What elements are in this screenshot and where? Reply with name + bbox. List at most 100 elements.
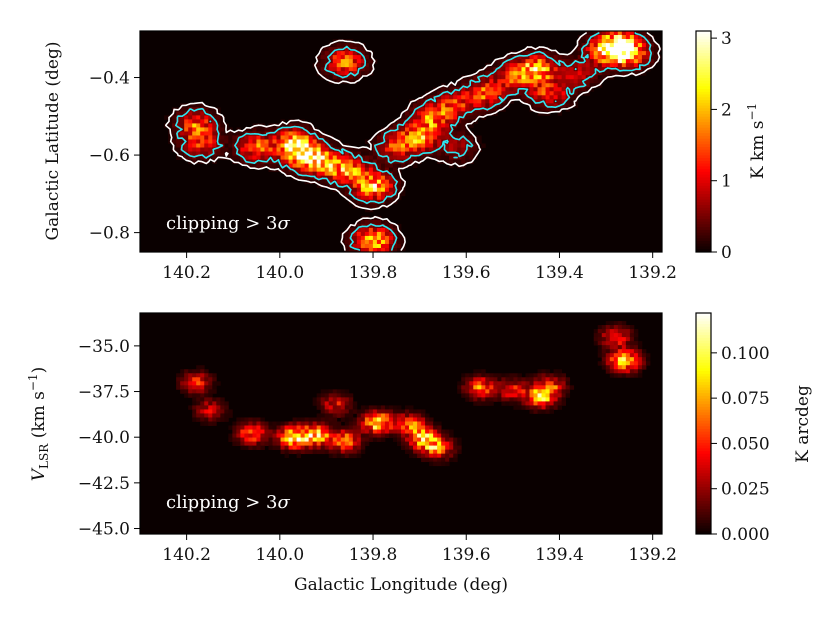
heatmap-pixel: [196, 377, 201, 382]
colorbar-step: [696, 332, 711, 336]
heatmap-pixel: [413, 123, 418, 128]
heatmap-pixel: [256, 139, 261, 144]
heatmap-pixel: [537, 401, 542, 406]
heatmap-pixel: [328, 183, 334, 189]
heatmap-pixel: [433, 437, 438, 442]
heatmap-pixel: [541, 59, 546, 64]
heatmap-pixel: [208, 373, 213, 378]
heatmap-pixel: [280, 159, 285, 164]
heatmap-pixel: [268, 433, 273, 438]
heatmap-pixel: [497, 63, 502, 68]
heatmap-pixel: [545, 409, 550, 414]
heatmap-pixel: [316, 397, 322, 402]
heatmap-pixel: [300, 143, 306, 148]
heatmap-pixel: [388, 425, 394, 430]
heatmap-pixel: [449, 127, 454, 132]
heatmap-pixel: [392, 171, 398, 177]
heatmap-pixel: [601, 71, 607, 76]
heatmap-pixel: [609, 337, 615, 342]
heatmap-pixel: [425, 107, 430, 112]
heatmap-pixel: [376, 199, 382, 205]
x-tick-label: 139.2: [628, 263, 677, 283]
heatmap-pixel: [240, 429, 245, 434]
x-tick-label: 139.8: [349, 263, 398, 283]
heatmap-pixel: [172, 139, 177, 144]
heatmap-pixel: [308, 127, 314, 132]
heatmap-pixel: [388, 175, 394, 181]
heatmap-pixel: [368, 409, 374, 414]
heatmap-pixel: [613, 39, 619, 44]
colorbar-step: [696, 467, 711, 471]
colorbar-step: [696, 509, 711, 513]
colorbar-step: [696, 155, 711, 159]
heatmap-pixel: [477, 393, 482, 398]
heatmap-pixel: [509, 393, 514, 398]
heatmap-pixel: [344, 147, 350, 152]
heatmap-pixel: [380, 179, 386, 185]
heatmap-pixel: [509, 83, 514, 88]
heatmap-pixel: [557, 91, 563, 96]
heatmap-pixel: [376, 405, 382, 410]
heatmap-pixel: [204, 381, 209, 386]
colorbar-step: [696, 147, 711, 151]
heatmap-pixel: [232, 151, 237, 156]
heatmap-pixel: [296, 131, 302, 136]
heatmap-pixel: [312, 139, 318, 144]
heatmap-pixel: [260, 429, 265, 434]
heatmap-pixel: [348, 417, 354, 422]
heatmap-pixel: [625, 349, 631, 354]
heatmap-pixel: [581, 63, 587, 68]
heatmap-pixel: [405, 433, 410, 438]
heatmap-pixel: [308, 151, 314, 156]
heatmap-pixel: [388, 433, 394, 438]
heatmap-pixel: [521, 397, 526, 402]
heatmap-pixel: [633, 71, 639, 76]
colorbar-step: [696, 459, 711, 463]
heatmap-pixel: [304, 139, 310, 144]
colorbar-step: [696, 102, 711, 107]
heatmap-pixel: [477, 135, 482, 140]
heatmap-pixel: [545, 103, 550, 108]
heatmap-pixel: [348, 441, 354, 446]
heatmap-pixel: [320, 67, 326, 72]
heatmap-pixel: [212, 385, 217, 390]
heatmap-pixel: [533, 59, 538, 64]
heatmap-pixel: [593, 79, 599, 84]
colorbar-step: [696, 196, 711, 201]
heatmap-pixel: [292, 429, 297, 434]
heatmap-pixel: [200, 397, 205, 402]
heatmap-pixel: [485, 377, 490, 382]
heatmap-pixel: [284, 445, 289, 451]
heatmap-pixel: [328, 43, 334, 48]
heatmap-pixel: [284, 453, 289, 459]
heatmap-pixel: [252, 429, 257, 434]
heatmap-pixel: [453, 453, 458, 459]
heatmap-pixel: [364, 155, 370, 160]
heatmap-pixel: [320, 143, 326, 148]
heatmap-pixel: [401, 441, 406, 446]
heatmap-pixel: [208, 385, 213, 390]
heatmap-pixel: [384, 223, 390, 229]
heatmap-pixel: [368, 405, 374, 410]
heatmap-pixel: [332, 401, 338, 406]
heatmap-pixel: [308, 425, 314, 430]
heatmap-pixel: [613, 329, 619, 334]
heatmap-pixel: [228, 413, 233, 418]
heatmap-pixel: [372, 227, 378, 233]
heatmap-pixel: [493, 75, 498, 80]
heatmap-pixel: [344, 151, 350, 156]
heatmap-pixel: [252, 143, 257, 148]
heatmap-pixel: [581, 67, 587, 72]
heatmap-pixel: [485, 373, 490, 378]
heatmap-pixel: [376, 243, 382, 249]
heatmap-pixel: [188, 119, 193, 124]
heatmap-pixel: [597, 39, 603, 44]
heatmap-pixel: [417, 429, 422, 434]
heatmap-pixel: [288, 437, 293, 442]
heatmap-pixel: [597, 51, 603, 56]
heatmap-pixel: [392, 421, 398, 426]
heatmap-pixel: [413, 127, 418, 132]
heatmap-pixel: [513, 71, 518, 76]
heatmap-pixel: [621, 341, 627, 346]
heatmap-pixel: [649, 47, 655, 52]
